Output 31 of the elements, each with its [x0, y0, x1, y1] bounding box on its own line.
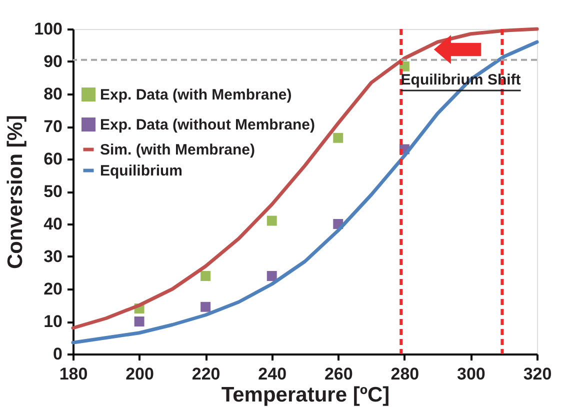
y-tick-label: 40 [44, 214, 62, 234]
legend-label: Exp. Data (with Membrane) [100, 86, 292, 104]
y-tick-label: 80 [44, 84, 62, 104]
y-tick-label: 100 [34, 20, 62, 38]
y-tick-label: 10 [44, 312, 62, 331]
x-tick-label: 240 [258, 364, 287, 384]
point [134, 316, 145, 327]
point [200, 301, 212, 312]
point [200, 270, 212, 282]
x-tick-label: 280 [390, 364, 420, 384]
y-tick-label: 20 [44, 280, 62, 298]
x-tick-label: 200 [126, 364, 154, 384]
y-tick-label: 90 [44, 52, 62, 71]
y-tick-label: 50 [44, 182, 62, 201]
x-tick-label: 320 [523, 364, 552, 384]
y-tick-label: 0 [53, 344, 62, 364]
y-tick-label: 30 [44, 247, 62, 266]
point [332, 132, 344, 144]
x-tick-label: 260 [324, 364, 353, 384]
x-tick-label: 220 [192, 364, 220, 384]
x-tick-label: 300 [457, 364, 486, 384]
y-tick-label: 70 [44, 117, 62, 136]
y-axis-title: Conversion [%] [4, 114, 28, 270]
y-tick-label: 60 [44, 150, 62, 168]
legend-label: Equilibrium [100, 162, 182, 180]
x-tick-label: 180 [59, 364, 88, 384]
legend-label: Exp. Data (without Membrane) [100, 116, 316, 134]
point [266, 215, 278, 226]
point [266, 270, 278, 282]
x-axis-title: Temperature [ºC] [221, 384, 390, 406]
legend-label: Sim. (with Membrane) [100, 142, 256, 158]
